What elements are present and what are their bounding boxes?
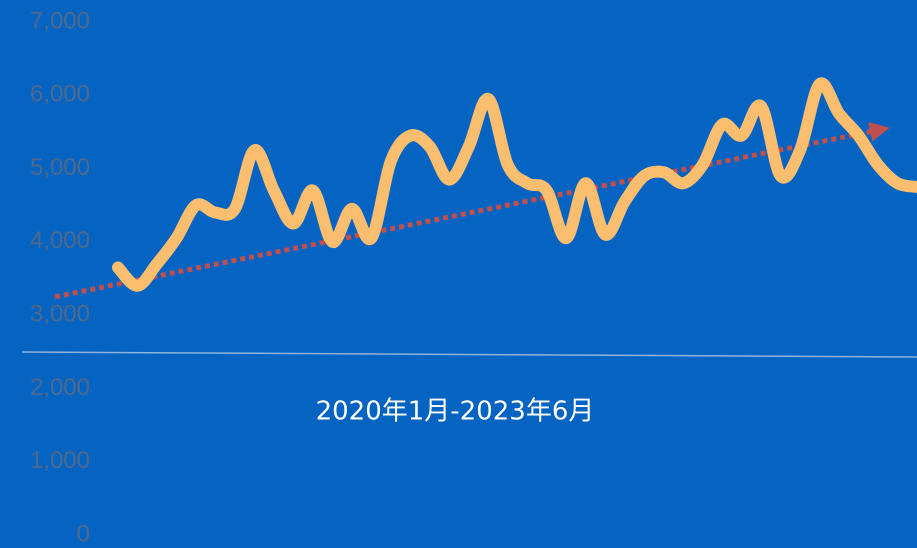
y-tick-label: 1,000 <box>30 447 90 474</box>
line <box>112 77 917 292</box>
y-tick-label: 7,000 <box>30 7 90 34</box>
separator <box>21 351 917 358</box>
y-tick-label: 0 <box>77 520 90 547</box>
y-tick-label: 3,000 <box>30 300 90 327</box>
y-tick-label: 5,000 <box>30 154 90 181</box>
y-tick-label: 6,000 <box>30 81 90 108</box>
y-tick-label: 4,000 <box>30 227 90 254</box>
subtitle: 2020年1月-2023年6月 <box>316 397 595 427</box>
y-tick-label: 2,000 <box>30 374 90 401</box>
